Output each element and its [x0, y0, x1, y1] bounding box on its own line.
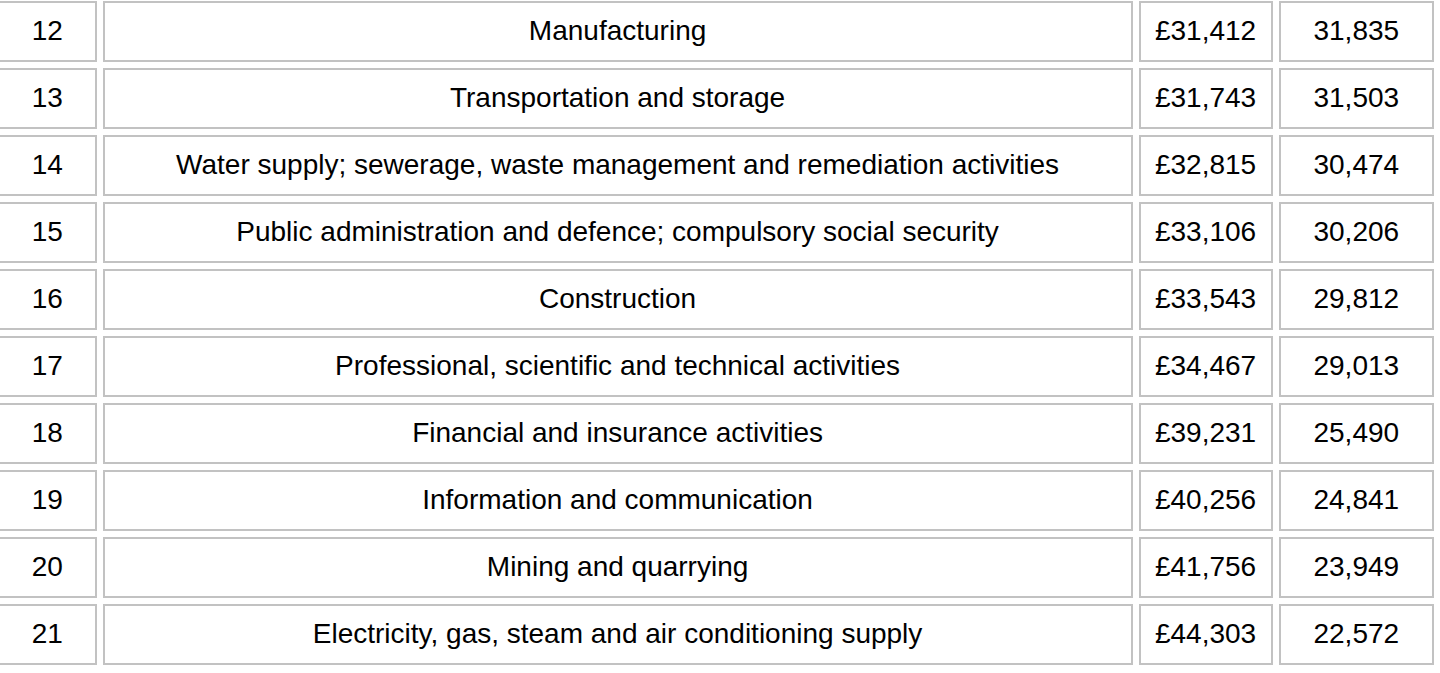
salary-value-cell: £31,412: [1139, 1, 1273, 62]
count-value-cell: 29,013: [1279, 336, 1434, 397]
salary-value-cell: £31,743: [1139, 68, 1273, 129]
salary-value-cell: £44,303: [1139, 604, 1273, 665]
salary-value-cell: £40,256: [1139, 470, 1273, 531]
count-value-cell: 25,490: [1279, 403, 1434, 464]
count-value-cell: 31,503: [1279, 68, 1434, 129]
industry-name-cell: Manufacturing: [103, 1, 1133, 62]
row-number-cell: 19: [0, 470, 97, 531]
row-number-cell: 13: [0, 68, 97, 129]
count-value-cell: 30,206: [1279, 202, 1434, 263]
row-number-cell: 21: [0, 604, 97, 665]
salary-value-cell: £33,106: [1139, 202, 1273, 263]
salary-value-cell: £41,756: [1139, 537, 1273, 598]
table-row: 17 Professional, scientific and technica…: [0, 336, 1434, 397]
industry-name-cell: Mining and quarrying: [103, 537, 1133, 598]
industry-name-cell: Construction: [103, 269, 1133, 330]
table-row: 19 Information and communication £40,256…: [0, 470, 1434, 531]
table-body: 12 Manufacturing £31,412 31,835 13 Trans…: [0, 1, 1434, 665]
salary-value-cell: £39,231: [1139, 403, 1273, 464]
salary-value-cell: £33,543: [1139, 269, 1273, 330]
table-row: 21 Electricity, gas, steam and air condi…: [0, 604, 1434, 665]
industry-name-cell: Public administration and defence; compu…: [103, 202, 1133, 263]
row-number-cell: 15: [0, 202, 97, 263]
industry-name-cell: Electricity, gas, steam and air conditio…: [103, 604, 1133, 665]
table-row: 14 Water supply; sewerage, waste managem…: [0, 135, 1434, 196]
table-row: 18 Financial and insurance activities £3…: [0, 403, 1434, 464]
salary-value-cell: £32,815: [1139, 135, 1273, 196]
count-value-cell: 24,841: [1279, 470, 1434, 531]
count-value-cell: 22,572: [1279, 604, 1434, 665]
count-value-cell: 30,474: [1279, 135, 1434, 196]
table-row: 13 Transportation and storage £31,743 31…: [0, 68, 1434, 129]
table-row: 12 Manufacturing £31,412 31,835: [0, 1, 1434, 62]
table-row: 20 Mining and quarrying £41,756 23,949: [0, 537, 1434, 598]
table-row: 15 Public administration and defence; co…: [0, 202, 1434, 263]
count-value-cell: 31,835: [1279, 1, 1434, 62]
table-row: 16 Construction £33,543 29,812: [0, 269, 1434, 330]
salary-value-cell: £34,467: [1139, 336, 1273, 397]
row-number-cell: 12: [0, 1, 97, 62]
row-number-cell: 16: [0, 269, 97, 330]
industry-name-cell: Financial and insurance activities: [103, 403, 1133, 464]
industry-name-cell: Information and communication: [103, 470, 1133, 531]
count-value-cell: 23,949: [1279, 537, 1434, 598]
industry-name-cell: Water supply; sewerage, waste management…: [103, 135, 1133, 196]
industry-name-cell: Professional, scientific and technical a…: [103, 336, 1133, 397]
industry-salary-table: 12 Manufacturing £31,412 31,835 13 Trans…: [0, 0, 1440, 671]
row-number-cell: 18: [0, 403, 97, 464]
row-number-cell: 20: [0, 537, 97, 598]
row-number-cell: 14: [0, 135, 97, 196]
row-number-cell: 17: [0, 336, 97, 397]
industry-name-cell: Transportation and storage: [103, 68, 1133, 129]
count-value-cell: 29,812: [1279, 269, 1434, 330]
